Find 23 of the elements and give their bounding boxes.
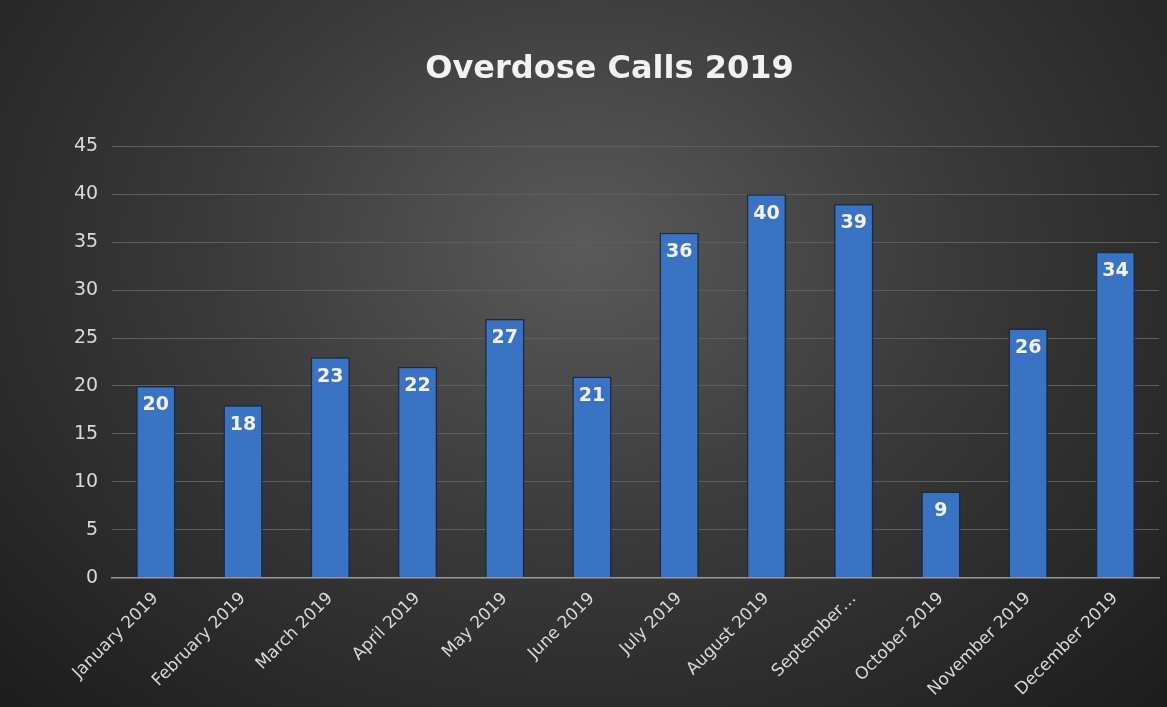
data-label: 18 <box>229 411 257 434</box>
data-label: 34 <box>1102 258 1129 281</box>
y-tick-label: 10 <box>73 468 99 491</box>
y-tick-label: 25 <box>73 324 99 347</box>
y-tick-label: 20 <box>73 372 99 395</box>
data-label: 40 <box>753 200 780 223</box>
y-tick-label: 40 <box>73 181 99 204</box>
data-label: 22 <box>404 373 431 396</box>
data-label: 39 <box>840 210 867 233</box>
data-label: 26 <box>1014 334 1042 357</box>
y-tick-label: 35 <box>73 229 99 252</box>
y-tick-label: 5 <box>86 516 99 539</box>
y-tick-label: 30 <box>73 277 99 300</box>
data-label: 9 <box>934 497 948 520</box>
data-label: 20 <box>142 392 170 415</box>
chart-title: Overdose Calls 2019 <box>425 47 794 86</box>
y-tick-label: 15 <box>73 420 99 443</box>
y-tick-label: 0 <box>86 564 99 587</box>
data-label: 36 <box>665 239 693 262</box>
data-label: 21 <box>578 382 606 405</box>
data-label: 23 <box>317 363 344 386</box>
data-label: 27 <box>491 325 518 348</box>
y-tick-label: 45 <box>73 133 99 156</box>
